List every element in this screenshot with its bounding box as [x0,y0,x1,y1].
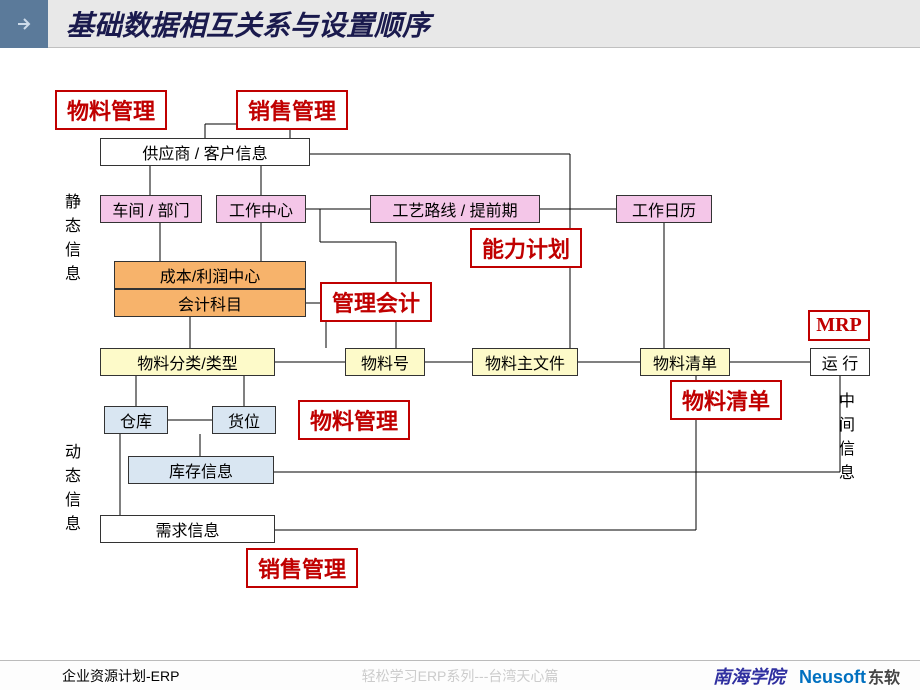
diagram-canvas: 供应商 / 客户信息车间 / 部门工作中心 工艺路线 / 提前期 工作日历成本/利润… [0,48,920,660]
vtext-dynamic: 动态信息 [58,443,82,539]
node-matclass: 物料分类/类型 [100,348,275,376]
redlabel-sales_mgmt_bot: 销售管理 [246,548,358,588]
vtext-static: 静态信息 [58,193,82,289]
redlabel-mat_mgmt_mid: 物料管理 [298,400,410,440]
node-matmaster: 物料主文件 [472,348,578,376]
node-account: 会计科目 [114,289,306,317]
node-supplier: 供应商 / 客户信息 [100,138,310,166]
redlabel-bom_label: 物料清单 [670,380,782,420]
node-workcenter: 工作中心 [216,195,306,223]
node-calendar: 工作日历 [616,195,712,223]
redlabel-sales_mgmt_top: 销售管理 [236,90,348,130]
vtext-mid: 中间信息 [832,392,856,488]
redlabel-mat_mgmt_top: 物料管理 [55,90,167,130]
brand-nanhai: 南海学院 [713,663,785,689]
title-bar: 基础数据相互关系与设置顺序 [0,0,920,48]
redlabel-mgmt_acct: 管理会计 [320,282,432,322]
node-demand: 需求信息 [100,515,275,543]
node-route: 工艺路线 / 提前期 [370,195,540,223]
footer: 企业资源计划-ERP 轻松学习ERP系列---台湾天心篇 南海学院 Neusof… [0,660,920,690]
node-matno: 物料号 [345,348,425,376]
arrow-icon [0,0,48,48]
node-workshop: 车间 / 部门 [100,195,202,223]
node-bom: 物料清单 [640,348,730,376]
footer-center: 轻松学习ERP系列---台湾天心篇 [362,666,559,686]
footer-left: 企业资源计划-ERP [62,666,179,686]
redlabel-mrp: MRP [808,310,870,341]
page-title: 基础数据相互关系与设置顺序 [66,4,430,44]
redlabel-cap_plan: 能力计划 [470,228,582,268]
footer-right: 南海学院 Neusoft东软 [713,663,900,689]
brand-neusoft: Neusoft东软 [799,664,900,688]
node-inventory: 库存信息 [128,456,274,484]
node-run: 运 行 [810,348,870,376]
node-costcenter: 成本/利润中心 [114,261,306,289]
node-warehouse: 仓库 [104,406,168,434]
node-bin: 货位 [212,406,276,434]
